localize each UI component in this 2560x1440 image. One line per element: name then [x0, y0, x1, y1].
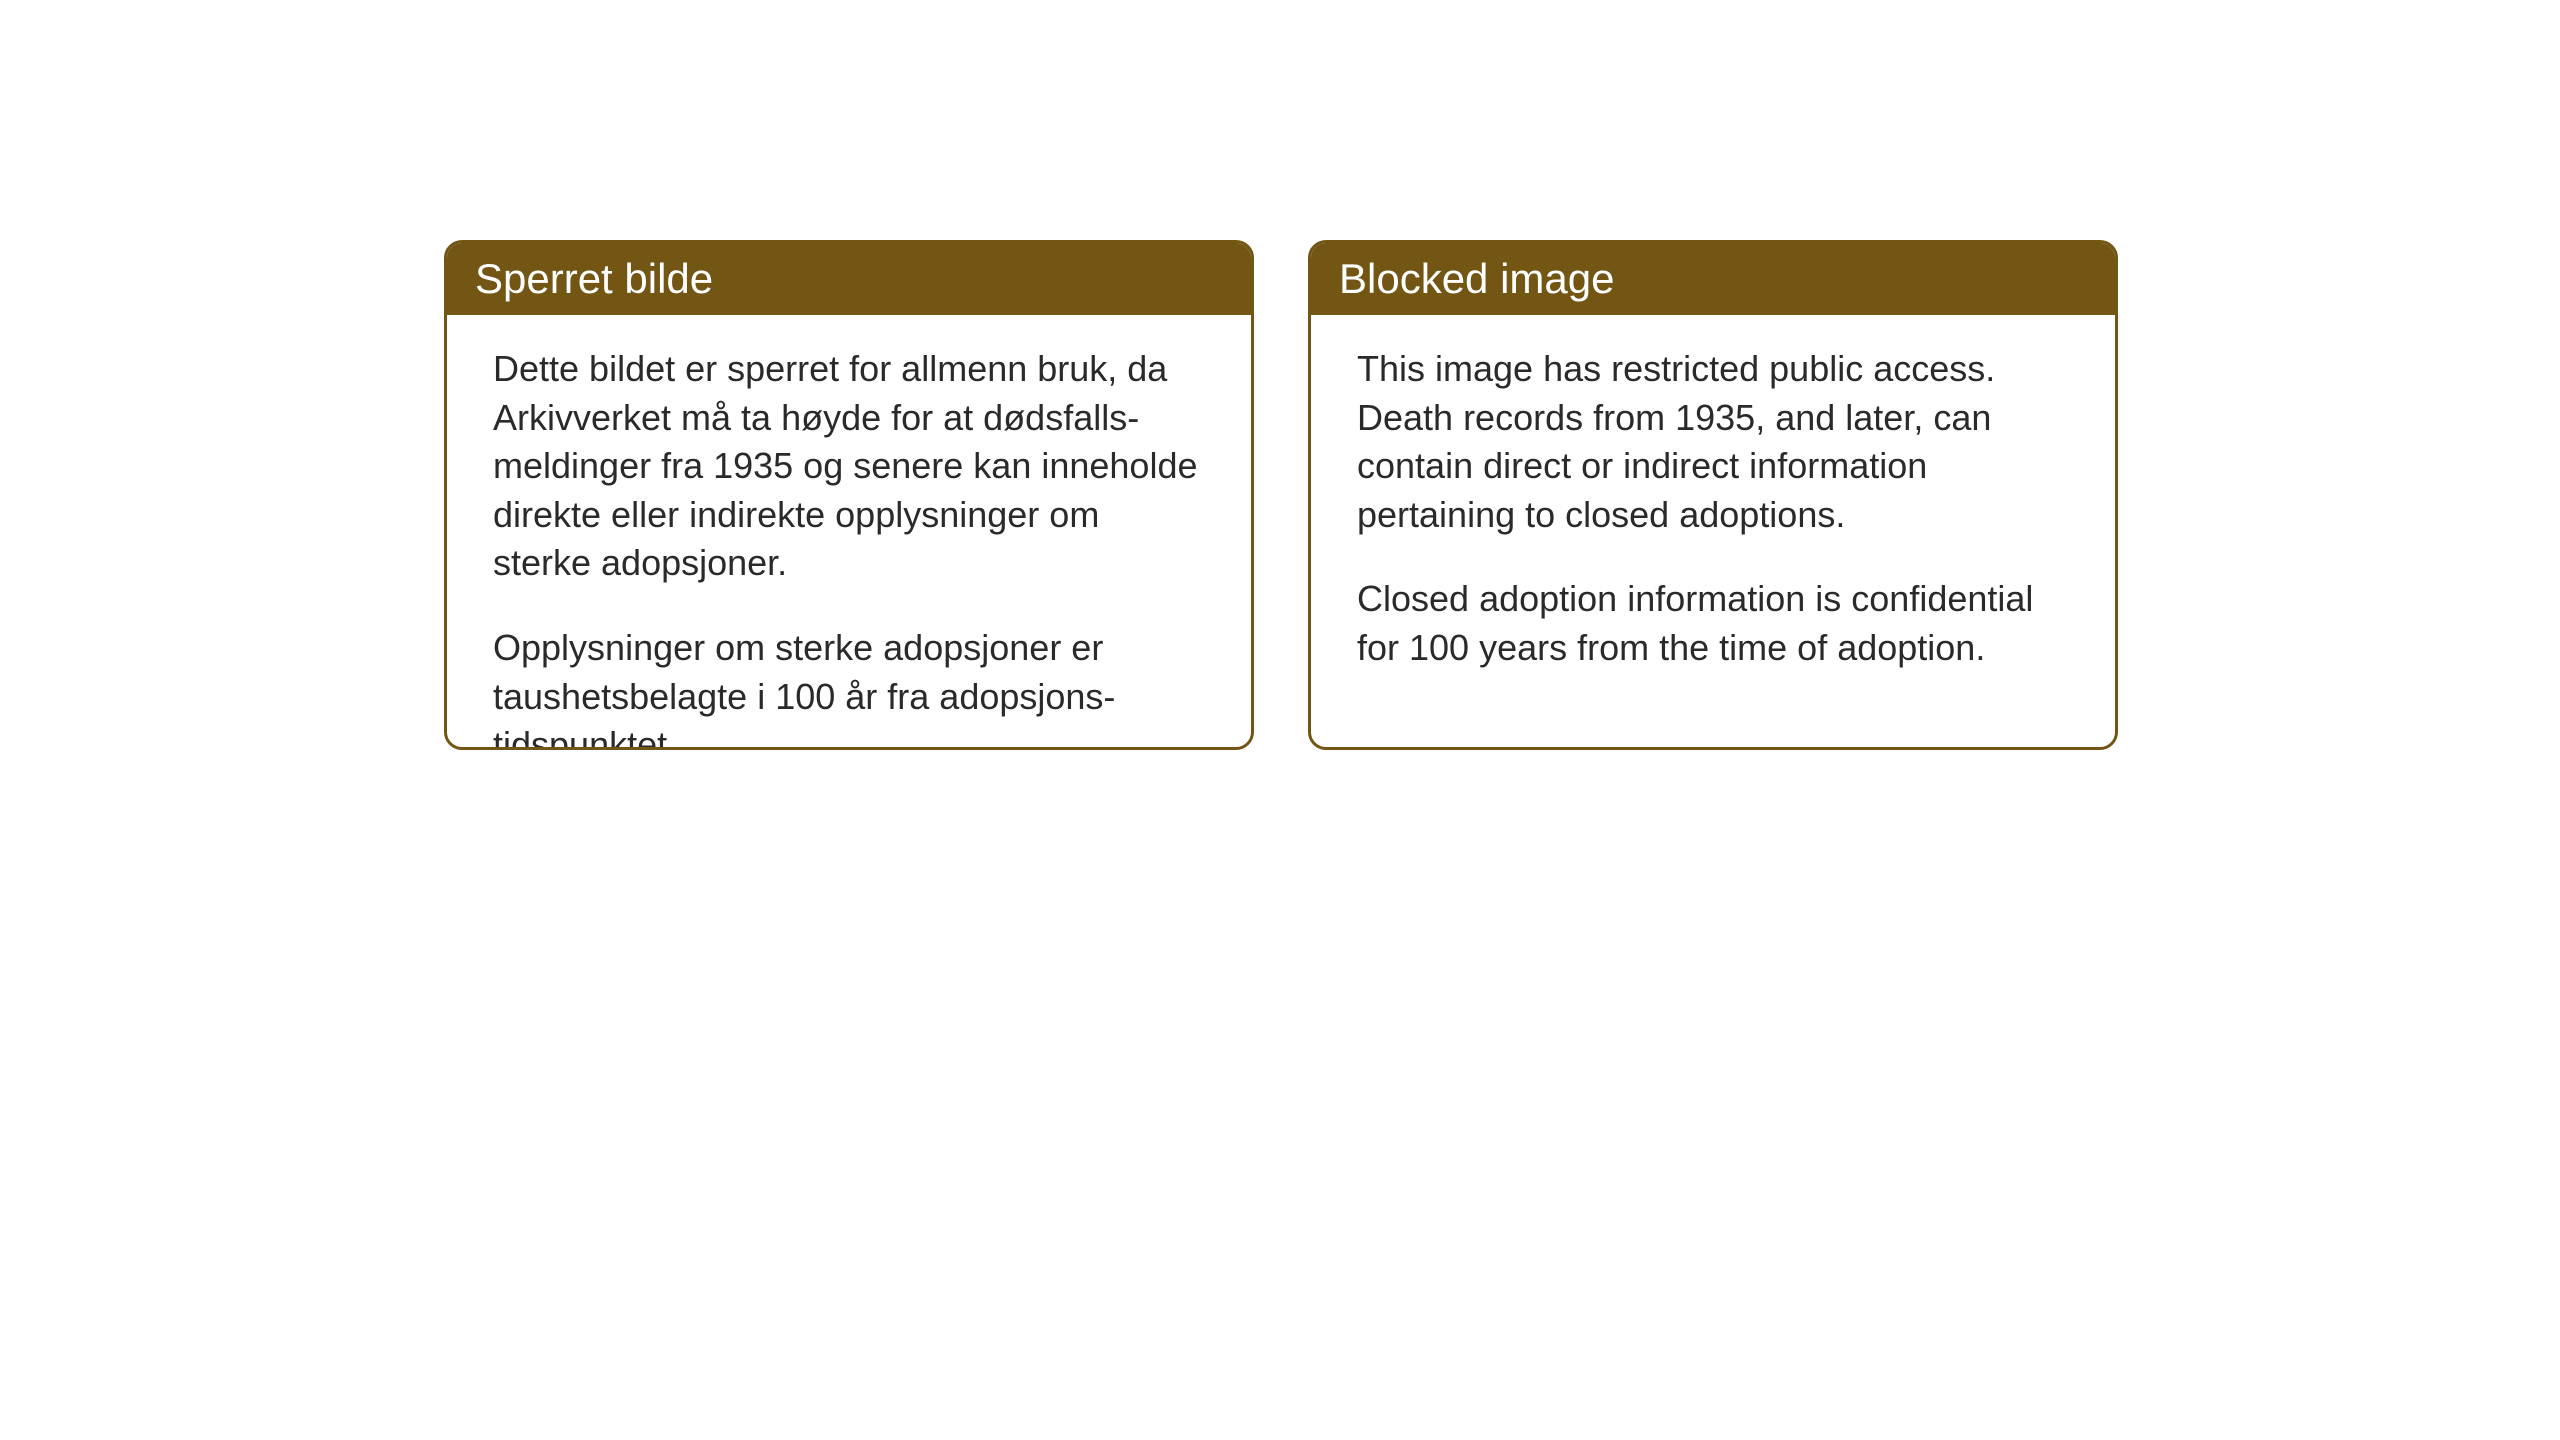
- card-title-english: Blocked image: [1339, 255, 1614, 302]
- paragraph-nor-2: Opplysninger om sterke adopsjoner er tau…: [493, 624, 1205, 750]
- card-english: Blocked image This image has restricted …: [1308, 240, 2118, 750]
- card-body-english: This image has restricted public access.…: [1311, 315, 2115, 709]
- cards-container: Sperret bilde Dette bildet er sperret fo…: [444, 240, 2118, 750]
- card-header-norwegian: Sperret bilde: [447, 243, 1251, 315]
- paragraph-eng-1: This image has restricted public access.…: [1357, 345, 2069, 539]
- paragraph-nor-1: Dette bildet er sperret for allmenn bruk…: [493, 345, 1205, 588]
- card-body-norwegian: Dette bildet er sperret for allmenn bruk…: [447, 315, 1251, 750]
- card-header-english: Blocked image: [1311, 243, 2115, 315]
- paragraph-eng-2: Closed adoption information is confident…: [1357, 575, 2069, 672]
- card-norwegian: Sperret bilde Dette bildet er sperret fo…: [444, 240, 1254, 750]
- card-title-norwegian: Sperret bilde: [475, 255, 713, 302]
